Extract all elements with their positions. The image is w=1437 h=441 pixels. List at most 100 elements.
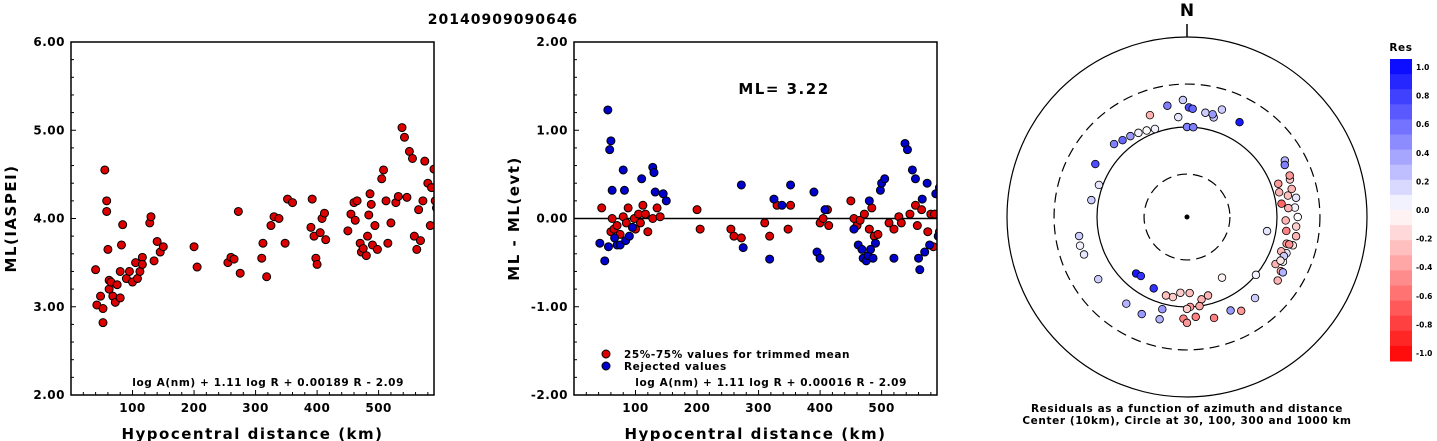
data-point: [415, 236, 425, 246]
y-axis-title: ML(IASPEI): [2, 164, 20, 272]
rejected-data-point: [661, 196, 671, 206]
rejected-data-point: [650, 187, 660, 197]
rejected-data-point: [914, 253, 924, 263]
rejected-data-point: [857, 244, 867, 254]
rejected-data-point: [603, 242, 613, 252]
data-point: [257, 253, 267, 263]
data-point: [274, 214, 284, 223]
data-point: [346, 209, 356, 219]
legend-label: 25%-75% values for trimmed mean: [624, 349, 850, 361]
x-tick-label: 200: [684, 401, 711, 415]
rejected-data-point: [619, 185, 629, 195]
data-point: [407, 153, 417, 163]
station-residual-point: [1217, 105, 1227, 114]
y-tick-label: 0.00: [536, 212, 568, 226]
station-residual-point: [1203, 291, 1213, 300]
station-residual-point: [1293, 212, 1302, 222]
rejected-data-point: [607, 185, 617, 195]
data-point: [695, 224, 705, 234]
station-residual-point: [1182, 318, 1192, 328]
data-points: [91, 123, 434, 328]
data-point: [377, 174, 387, 184]
data-point: [824, 221, 834, 231]
colorbar-label: 1.0: [1416, 63, 1429, 72]
rejected-data-point: [902, 145, 912, 155]
legend-label: Rejected values: [624, 361, 727, 373]
data-point: [98, 304, 108, 314]
colorbar-segment: [1390, 149, 1412, 166]
rejected-data-point: [649, 168, 659, 178]
station-residual-point: [1277, 199, 1286, 208]
rejected-data-point: [736, 180, 746, 190]
data-point: [118, 220, 128, 230]
colorbar-segment: [1390, 240, 1412, 256]
data-point: [729, 231, 739, 241]
colorbar-segment: [1390, 300, 1412, 317]
data-point: [343, 226, 353, 236]
data-point: [425, 221, 434, 231]
station-residual-point: [1189, 123, 1198, 132]
data-point: [905, 209, 915, 219]
rejected-data-point: [920, 247, 930, 257]
data-point: [635, 218, 645, 228]
data-point: [365, 189, 375, 199]
station-residual-point: [1250, 293, 1260, 303]
station-residual-point: [1094, 180, 1104, 190]
colorbar-segment: [1390, 164, 1412, 181]
data-point: [258, 238, 268, 248]
data-point: [366, 199, 376, 209]
colorbar-segment: [1390, 89, 1412, 105]
station-residual-point: [1136, 271, 1146, 281]
rejected-data-point: [815, 253, 825, 263]
rejected-data-point: [618, 165, 628, 175]
data-point: [607, 214, 617, 223]
station-residual-point: [1118, 136, 1127, 145]
center-dot: [1184, 214, 1190, 220]
colorbar-segment: [1390, 104, 1412, 120]
plot-frame: [70, 41, 435, 396]
data-points: [595, 105, 937, 275]
station-residual-point: [1273, 276, 1282, 285]
data-point: [235, 268, 245, 278]
x-tick-label: 100: [622, 401, 649, 415]
rejected-data-point: [769, 194, 779, 204]
data-point: [409, 231, 419, 241]
data-point: [352, 196, 362, 206]
data-point: [393, 191, 403, 201]
station-residual-point: [1094, 274, 1103, 284]
data-point: [383, 238, 393, 248]
station-residual-point: [1075, 241, 1085, 250]
colorbar-segment: [1390, 345, 1412, 362]
station-residual-point: [1079, 250, 1089, 259]
map-caption-line1: Residuals as a function of azimuth and d…: [1031, 403, 1343, 415]
station-residual-point: [1134, 128, 1143, 138]
y-tick-label: 3.00: [33, 300, 65, 314]
rejected-data-point: [864, 196, 874, 206]
rejected-data-point: [777, 200, 787, 210]
data-point: [370, 221, 380, 231]
rejected-data-point: [624, 231, 634, 241]
colorbar-segment: [1390, 210, 1412, 226]
y-tick-label: 2.00: [536, 35, 568, 49]
data-point: [692, 205, 702, 215]
colorbar-segment: [1390, 134, 1412, 151]
data-point: [623, 203, 633, 213]
station-residual-point: [1281, 216, 1290, 225]
north-label: N: [1180, 1, 1194, 21]
colorbar-label: 0.2: [1416, 177, 1429, 186]
rejected-data-point: [786, 180, 796, 190]
rejected-data-point: [907, 165, 917, 175]
station-residual-point: [1168, 292, 1178, 302]
station-residual-point: [1283, 191, 1293, 200]
x-tick-label: 500: [365, 401, 392, 415]
data-point: [418, 196, 428, 206]
data-point: [786, 200, 796, 210]
rejected-data-point: [849, 224, 859, 234]
rejected-data-point: [917, 194, 927, 204]
data-point: [397, 123, 407, 133]
station-residual-point: [1195, 301, 1204, 311]
station-residual-point: [1126, 131, 1135, 141]
colorbar-label: -0.8: [1416, 320, 1432, 329]
station-residual-point: [1174, 112, 1183, 122]
data-point: [818, 214, 828, 223]
